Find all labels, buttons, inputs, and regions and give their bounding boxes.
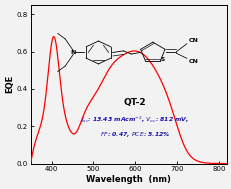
Text: QT-2: QT-2: [123, 98, 146, 107]
X-axis label: Wavelength  (nm): Wavelength (nm): [86, 175, 171, 184]
Text: CN: CN: [188, 38, 198, 43]
Text: S: S: [160, 57, 164, 62]
Text: N: N: [70, 50, 76, 55]
Text: $J_{sc}$: 13.43 mAcm$^{-2}$, $V_{oc}$: 812 mV,: $J_{sc}$: 13.43 mAcm$^{-2}$, $V_{oc}$: 8…: [80, 115, 188, 125]
Y-axis label: EQE: EQE: [5, 75, 14, 93]
Text: CN: CN: [188, 59, 198, 64]
Text: $FF$: 0.47, $PCE$: 5.12%: $FF$: 0.47, $PCE$: 5.12%: [99, 130, 169, 139]
